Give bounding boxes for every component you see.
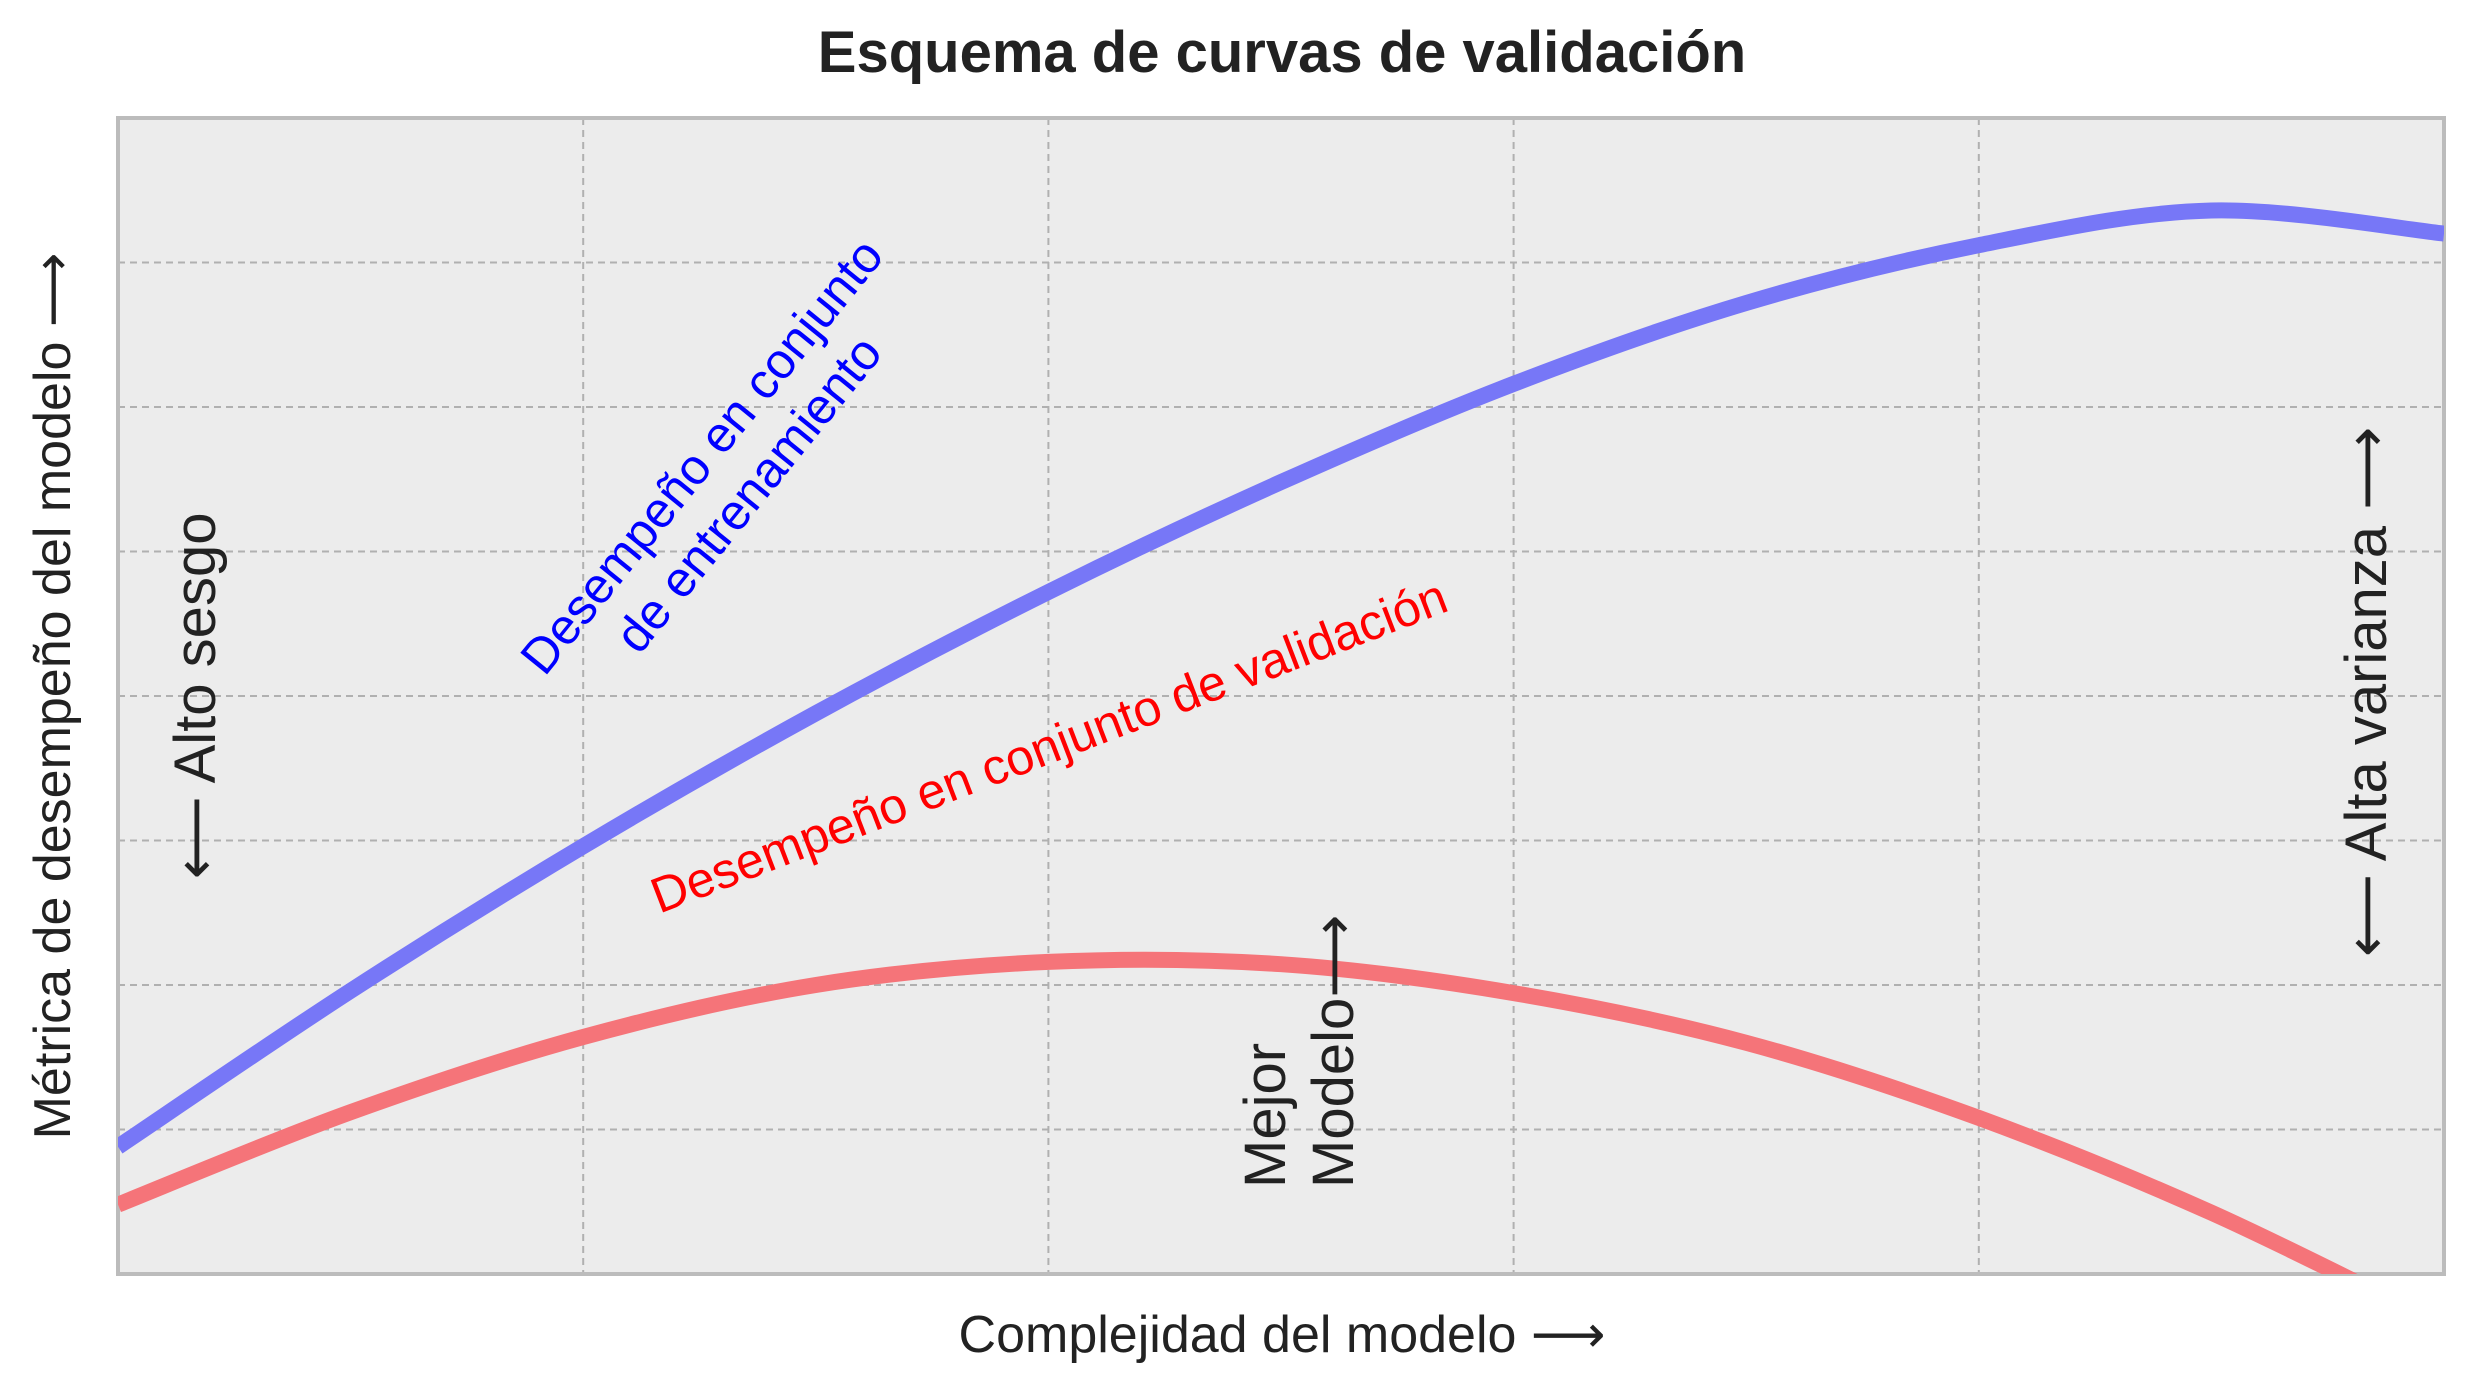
best-model-annotation-line2: Modelo⟶ bbox=[1301, 915, 1366, 1188]
y-axis-label: Métrica de desempeño del modelo ⟶ bbox=[24, 253, 82, 1140]
validation-curve-line bbox=[118, 951, 2358, 1274]
best-model-annotation-line1: Mejor bbox=[1233, 1043, 1298, 1188]
training-curve-line bbox=[118, 202, 2444, 1154]
grid bbox=[118, 118, 2444, 1274]
high-variance-annotation: ⟵ Alta varianza ⟶ bbox=[2334, 427, 2399, 958]
chart-title: Esquema de curvas de validación bbox=[818, 20, 1746, 85]
plot-frame bbox=[116, 116, 2446, 1276]
high-bias-annotation: ⟵ Alto sesgo bbox=[163, 513, 228, 880]
series-layer bbox=[118, 202, 2444, 1274]
x-axis-label: Complejidad del modelo ⟶ bbox=[959, 1306, 1606, 1364]
